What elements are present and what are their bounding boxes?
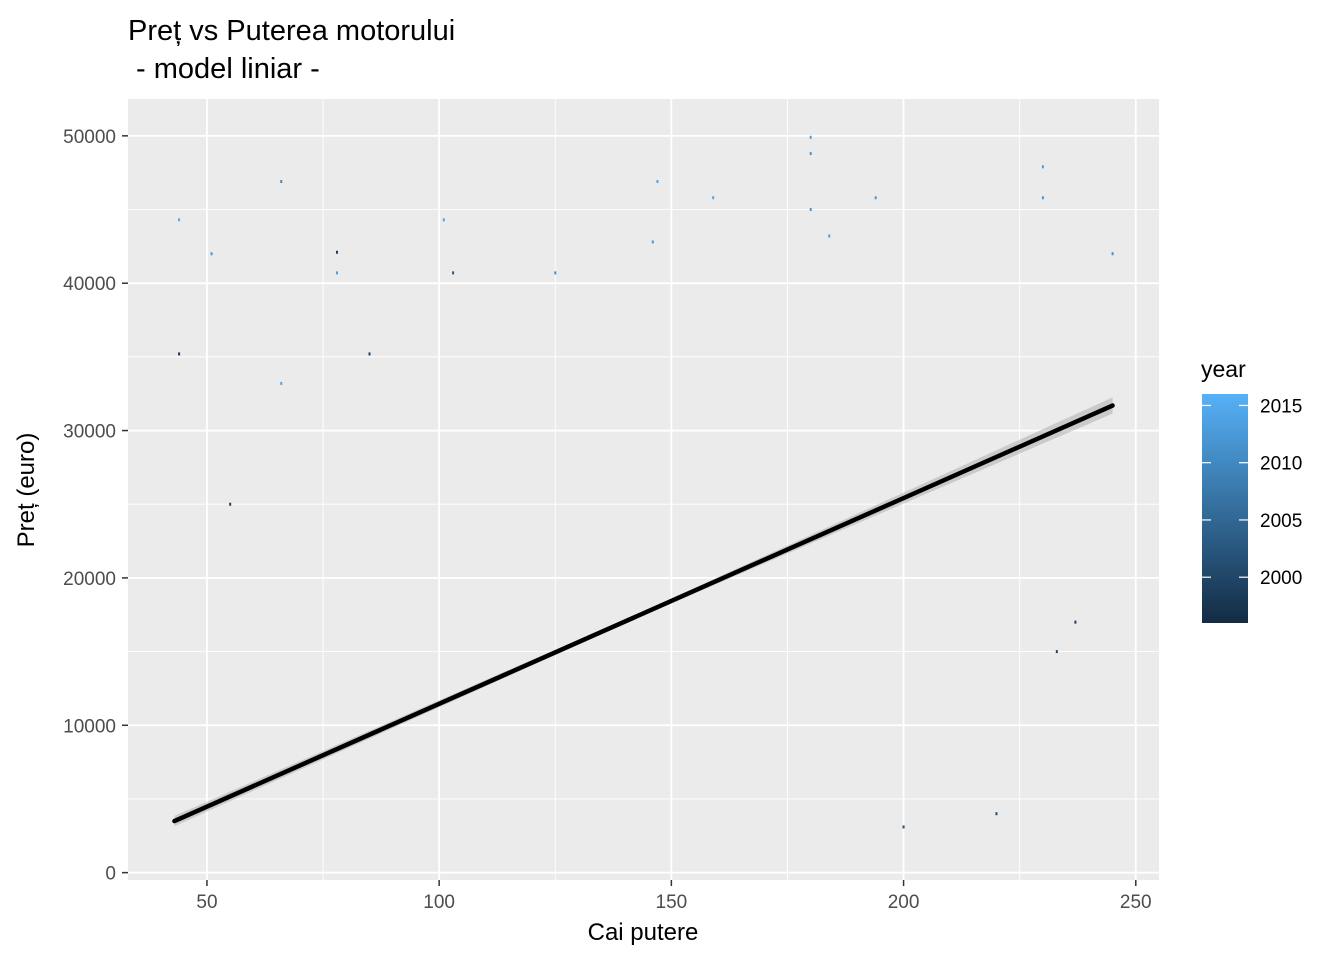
scatter-points bbox=[178, 135, 1114, 829]
scatter-point bbox=[809, 208, 812, 212]
scatter-point bbox=[1111, 252, 1114, 256]
scatter-point bbox=[995, 812, 998, 816]
axes: 50 100 150 200 250 0 10000 20000 30000 40000 50000 bbox=[63, 127, 1151, 913]
x-tick-label: 100 bbox=[423, 892, 455, 913]
legend-tick-label: 2015 bbox=[1260, 396, 1302, 417]
x-tick-label: 50 bbox=[196, 892, 217, 913]
scatter-point bbox=[335, 250, 338, 254]
y-tick-label: 0 bbox=[105, 864, 116, 885]
scatter-point bbox=[280, 381, 283, 385]
scatter-point bbox=[902, 825, 905, 829]
x-tick-label: 200 bbox=[888, 892, 920, 913]
y-tick-label: 10000 bbox=[63, 716, 116, 737]
y-tick-label: 40000 bbox=[63, 274, 116, 295]
scatter-point bbox=[178, 218, 181, 222]
scatter-point bbox=[335, 271, 338, 275]
chart-subtitle: - model liniar - bbox=[128, 53, 320, 85]
scatter-point bbox=[210, 252, 213, 256]
scatter-point bbox=[1041, 196, 1044, 200]
regression-line bbox=[172, 403, 1115, 824]
y-tick-label: 30000 bbox=[63, 422, 116, 443]
legend-tick-label: 2000 bbox=[1260, 568, 1302, 589]
scatter-point bbox=[809, 135, 812, 139]
scatter-point bbox=[280, 180, 283, 184]
legend: year 2000 2005 2010 2015 bbox=[1201, 356, 1302, 623]
grid-minor bbox=[128, 99, 1159, 880]
scatter-point bbox=[368, 352, 371, 356]
scatter-point bbox=[229, 502, 232, 506]
legend-ticks: 2000 2005 2010 2015 bbox=[1202, 396, 1302, 589]
scatter-point bbox=[554, 271, 557, 275]
scatter-point bbox=[656, 180, 659, 184]
scatter-point bbox=[828, 234, 831, 238]
regression-line-group bbox=[172, 397, 1115, 827]
scatter-point bbox=[1055, 650, 1058, 654]
y-tick-label: 50000 bbox=[63, 127, 116, 148]
y-axis-title: Preț (euro) bbox=[13, 433, 40, 548]
scatter-point bbox=[452, 271, 455, 275]
chart-title: Preț vs Puterea motorului bbox=[128, 15, 455, 47]
scatter-point bbox=[1074, 620, 1077, 624]
scatter-point bbox=[651, 240, 654, 244]
plot-panel bbox=[128, 99, 1159, 880]
y-tick-label: 20000 bbox=[63, 569, 116, 590]
scatter-point bbox=[809, 152, 812, 156]
grid-major bbox=[128, 99, 1159, 880]
x-axis-title: Cai putere bbox=[588, 919, 699, 946]
x-tick-label: 250 bbox=[1120, 892, 1152, 913]
scatter-point bbox=[712, 196, 715, 200]
x-tick-label: 150 bbox=[656, 892, 688, 913]
legend-title: year bbox=[1201, 356, 1246, 382]
scatter-point bbox=[178, 352, 181, 356]
scatter-point bbox=[1041, 165, 1044, 169]
legend-colorbar bbox=[1202, 394, 1248, 623]
legend-tick-label: 2005 bbox=[1260, 511, 1302, 532]
scatter-point bbox=[874, 196, 877, 200]
scatter-point bbox=[442, 218, 445, 222]
legend-tick-label: 2010 bbox=[1260, 454, 1302, 475]
